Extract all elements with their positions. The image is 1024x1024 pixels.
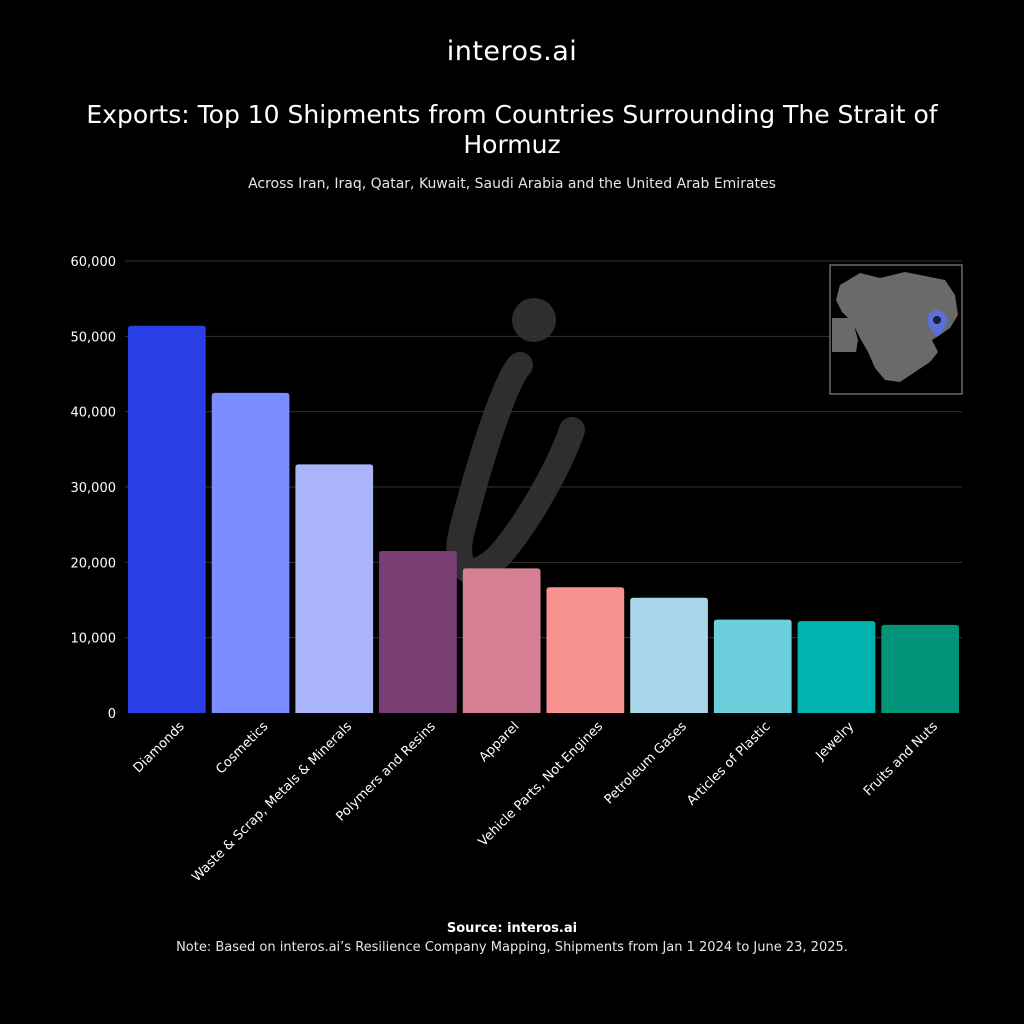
y-tick-label: 0	[108, 707, 116, 722]
chart-title: Exports: Top 10 Shipments from Countries…	[86, 100, 938, 159]
methodology-note: Note: Based on interos.ai’s Resilience C…	[176, 940, 848, 955]
y-tick-label: 50,000	[71, 330, 117, 345]
x-category-label: Cosmetics	[213, 719, 271, 777]
bar	[128, 325, 206, 713]
bar	[295, 464, 374, 713]
bar	[462, 568, 541, 713]
chart-subtitle: Across Iran, Iraq, Qatar, Kuwait, Saudi …	[248, 176, 776, 192]
x-category-label: Petroleum Gases	[602, 719, 690, 807]
bar	[797, 621, 876, 713]
x-category-label: Articles of Plastic	[684, 719, 773, 808]
bar	[713, 619, 792, 713]
y-tick-label: 10,000	[71, 632, 117, 647]
y-tick-label: 30,000	[71, 481, 117, 496]
source-note: Source: interos.ai	[446, 921, 578, 936]
y-tick-label: 60,000	[71, 255, 117, 270]
y-tick-label: 20,000	[71, 556, 117, 571]
brand-logo: interos.ai	[446, 36, 578, 67]
middle-east-landmass	[836, 272, 958, 382]
africa-landmass	[832, 318, 858, 352]
bar	[379, 551, 457, 713]
y-axis: 0 10,000 20,000 30,000 40,000 50,000 60,000	[71, 255, 117, 722]
bar	[211, 392, 290, 713]
bars	[128, 325, 959, 713]
x-category-label: Jewelry	[813, 719, 858, 764]
x-category-label: Apparel	[476, 719, 522, 765]
x-category-label: Fruits and Nuts	[861, 719, 941, 799]
bar	[881, 624, 959, 713]
bar	[630, 597, 708, 713]
watermark-i-icon	[446, 298, 585, 584]
x-category-label: Waste & Scrap, Metals & Minerals	[189, 719, 355, 885]
inset-map	[829, 264, 963, 395]
y-tick-label: 40,000	[71, 406, 117, 421]
location-pin-icon	[927, 310, 947, 337]
x-category-label: Diamonds	[131, 719, 188, 776]
bar	[546, 587, 625, 713]
